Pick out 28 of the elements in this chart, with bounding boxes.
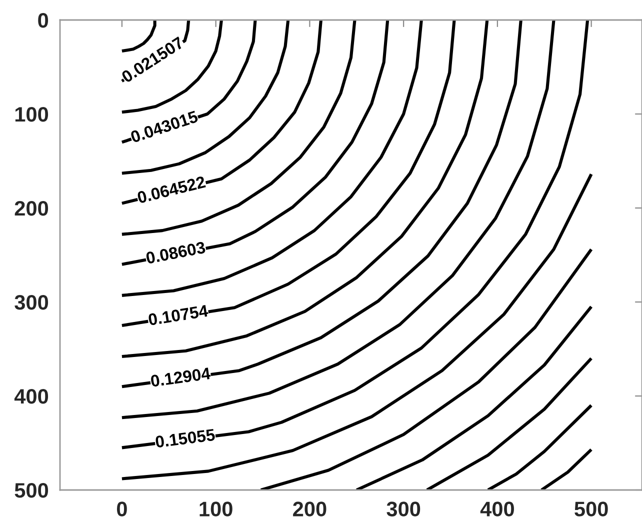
line-series xyxy=(259,248,593,490)
y-tick-label: 300 xyxy=(14,295,48,310)
y-tick-label: 100 xyxy=(15,107,48,122)
line-series xyxy=(120,20,456,328)
text: 0.15055 xyxy=(155,428,216,448)
line-series xyxy=(120,20,290,175)
y-tick-label: 400 xyxy=(14,389,48,404)
line-series xyxy=(120,20,489,358)
y-tick-label: 500 xyxy=(14,483,48,498)
y-tick-label: 200 xyxy=(14,201,48,216)
text: 0.08603 xyxy=(146,241,206,264)
line-series xyxy=(355,305,593,490)
x-tick-label: 400 xyxy=(480,502,514,516)
y-tick-label: 0 xyxy=(38,13,48,28)
x-tick-label: 0 xyxy=(116,502,127,516)
line-series xyxy=(120,20,356,236)
x-tick-label: 500 xyxy=(574,502,608,516)
text: 0.12904 xyxy=(150,367,211,388)
line-series xyxy=(426,356,593,490)
line-series xyxy=(120,172,593,480)
text: 0.064522 xyxy=(136,176,206,204)
line-series xyxy=(120,20,390,266)
x-tick-label: 100 xyxy=(200,502,232,516)
line-series xyxy=(120,20,423,297)
text: 0.10754 xyxy=(148,304,209,326)
x-tick-label: 300 xyxy=(386,502,420,516)
x-tick-label: 200 xyxy=(293,502,326,516)
line-series xyxy=(486,404,593,490)
